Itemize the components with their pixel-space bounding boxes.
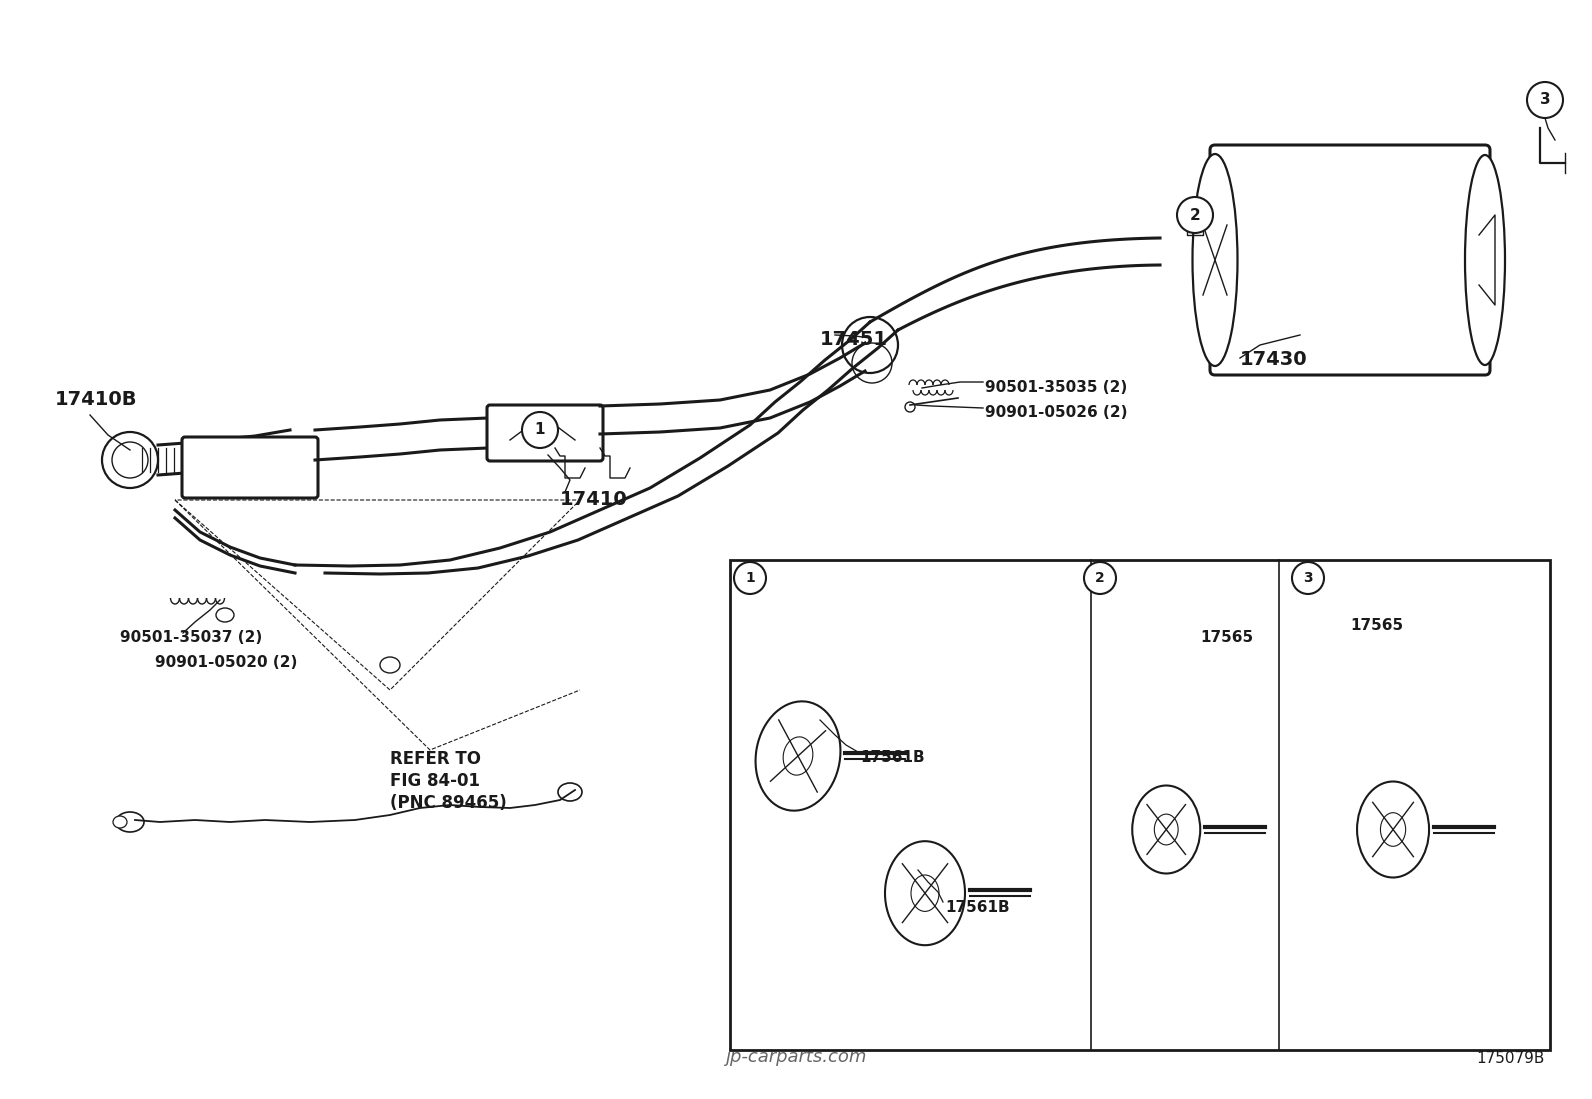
Ellipse shape	[380, 657, 400, 673]
Text: 90501-35037 (2): 90501-35037 (2)	[119, 630, 263, 645]
Ellipse shape	[756, 701, 841, 811]
Text: 90501-35035 (2): 90501-35035 (2)	[985, 380, 1127, 395]
Text: 17561B: 17561B	[946, 900, 1009, 915]
Text: 90901-05020 (2): 90901-05020 (2)	[154, 655, 298, 670]
Text: REFER TO: REFER TO	[390, 750, 481, 768]
Text: 90901-05026 (2): 90901-05026 (2)	[985, 406, 1127, 420]
Circle shape	[1084, 562, 1116, 593]
Text: FIG 84-01: FIG 84-01	[390, 771, 481, 790]
Text: 2: 2	[1095, 571, 1105, 585]
Text: 3: 3	[1304, 571, 1313, 585]
Ellipse shape	[911, 875, 939, 911]
Circle shape	[522, 412, 559, 448]
Ellipse shape	[783, 736, 814, 775]
Text: 17410: 17410	[560, 490, 627, 509]
Text: jp-carparts.com: jp-carparts.com	[726, 1048, 866, 1066]
Circle shape	[1527, 82, 1563, 118]
Text: 17565: 17565	[1200, 630, 1253, 645]
Circle shape	[1176, 197, 1213, 233]
Ellipse shape	[217, 608, 234, 622]
Text: 17451: 17451	[820, 330, 888, 349]
Ellipse shape	[1465, 155, 1504, 365]
Text: 175079B: 175079B	[1476, 1051, 1544, 1066]
Ellipse shape	[116, 812, 143, 832]
Circle shape	[904, 402, 915, 412]
FancyBboxPatch shape	[1210, 145, 1490, 375]
Text: 17410B: 17410B	[56, 390, 137, 409]
Ellipse shape	[559, 782, 583, 801]
Text: 17430: 17430	[1240, 349, 1307, 369]
Text: 2: 2	[1189, 208, 1200, 222]
Ellipse shape	[113, 815, 127, 828]
Bar	[731, 560, 1551, 1050]
Text: (PNC 89465): (PNC 89465)	[390, 793, 506, 812]
Ellipse shape	[1192, 154, 1237, 366]
Text: 3: 3	[1539, 92, 1551, 108]
Text: 1: 1	[535, 422, 544, 437]
Text: 1: 1	[745, 571, 755, 585]
FancyBboxPatch shape	[487, 406, 603, 460]
Text: 17565: 17565	[1350, 618, 1403, 633]
Ellipse shape	[885, 841, 965, 945]
Ellipse shape	[1380, 812, 1406, 846]
Ellipse shape	[1154, 814, 1178, 845]
Text: 17561B: 17561B	[860, 750, 925, 765]
Ellipse shape	[1132, 786, 1200, 874]
Circle shape	[734, 562, 766, 593]
Circle shape	[1293, 562, 1325, 593]
Ellipse shape	[1356, 781, 1430, 877]
FancyBboxPatch shape	[181, 437, 318, 498]
